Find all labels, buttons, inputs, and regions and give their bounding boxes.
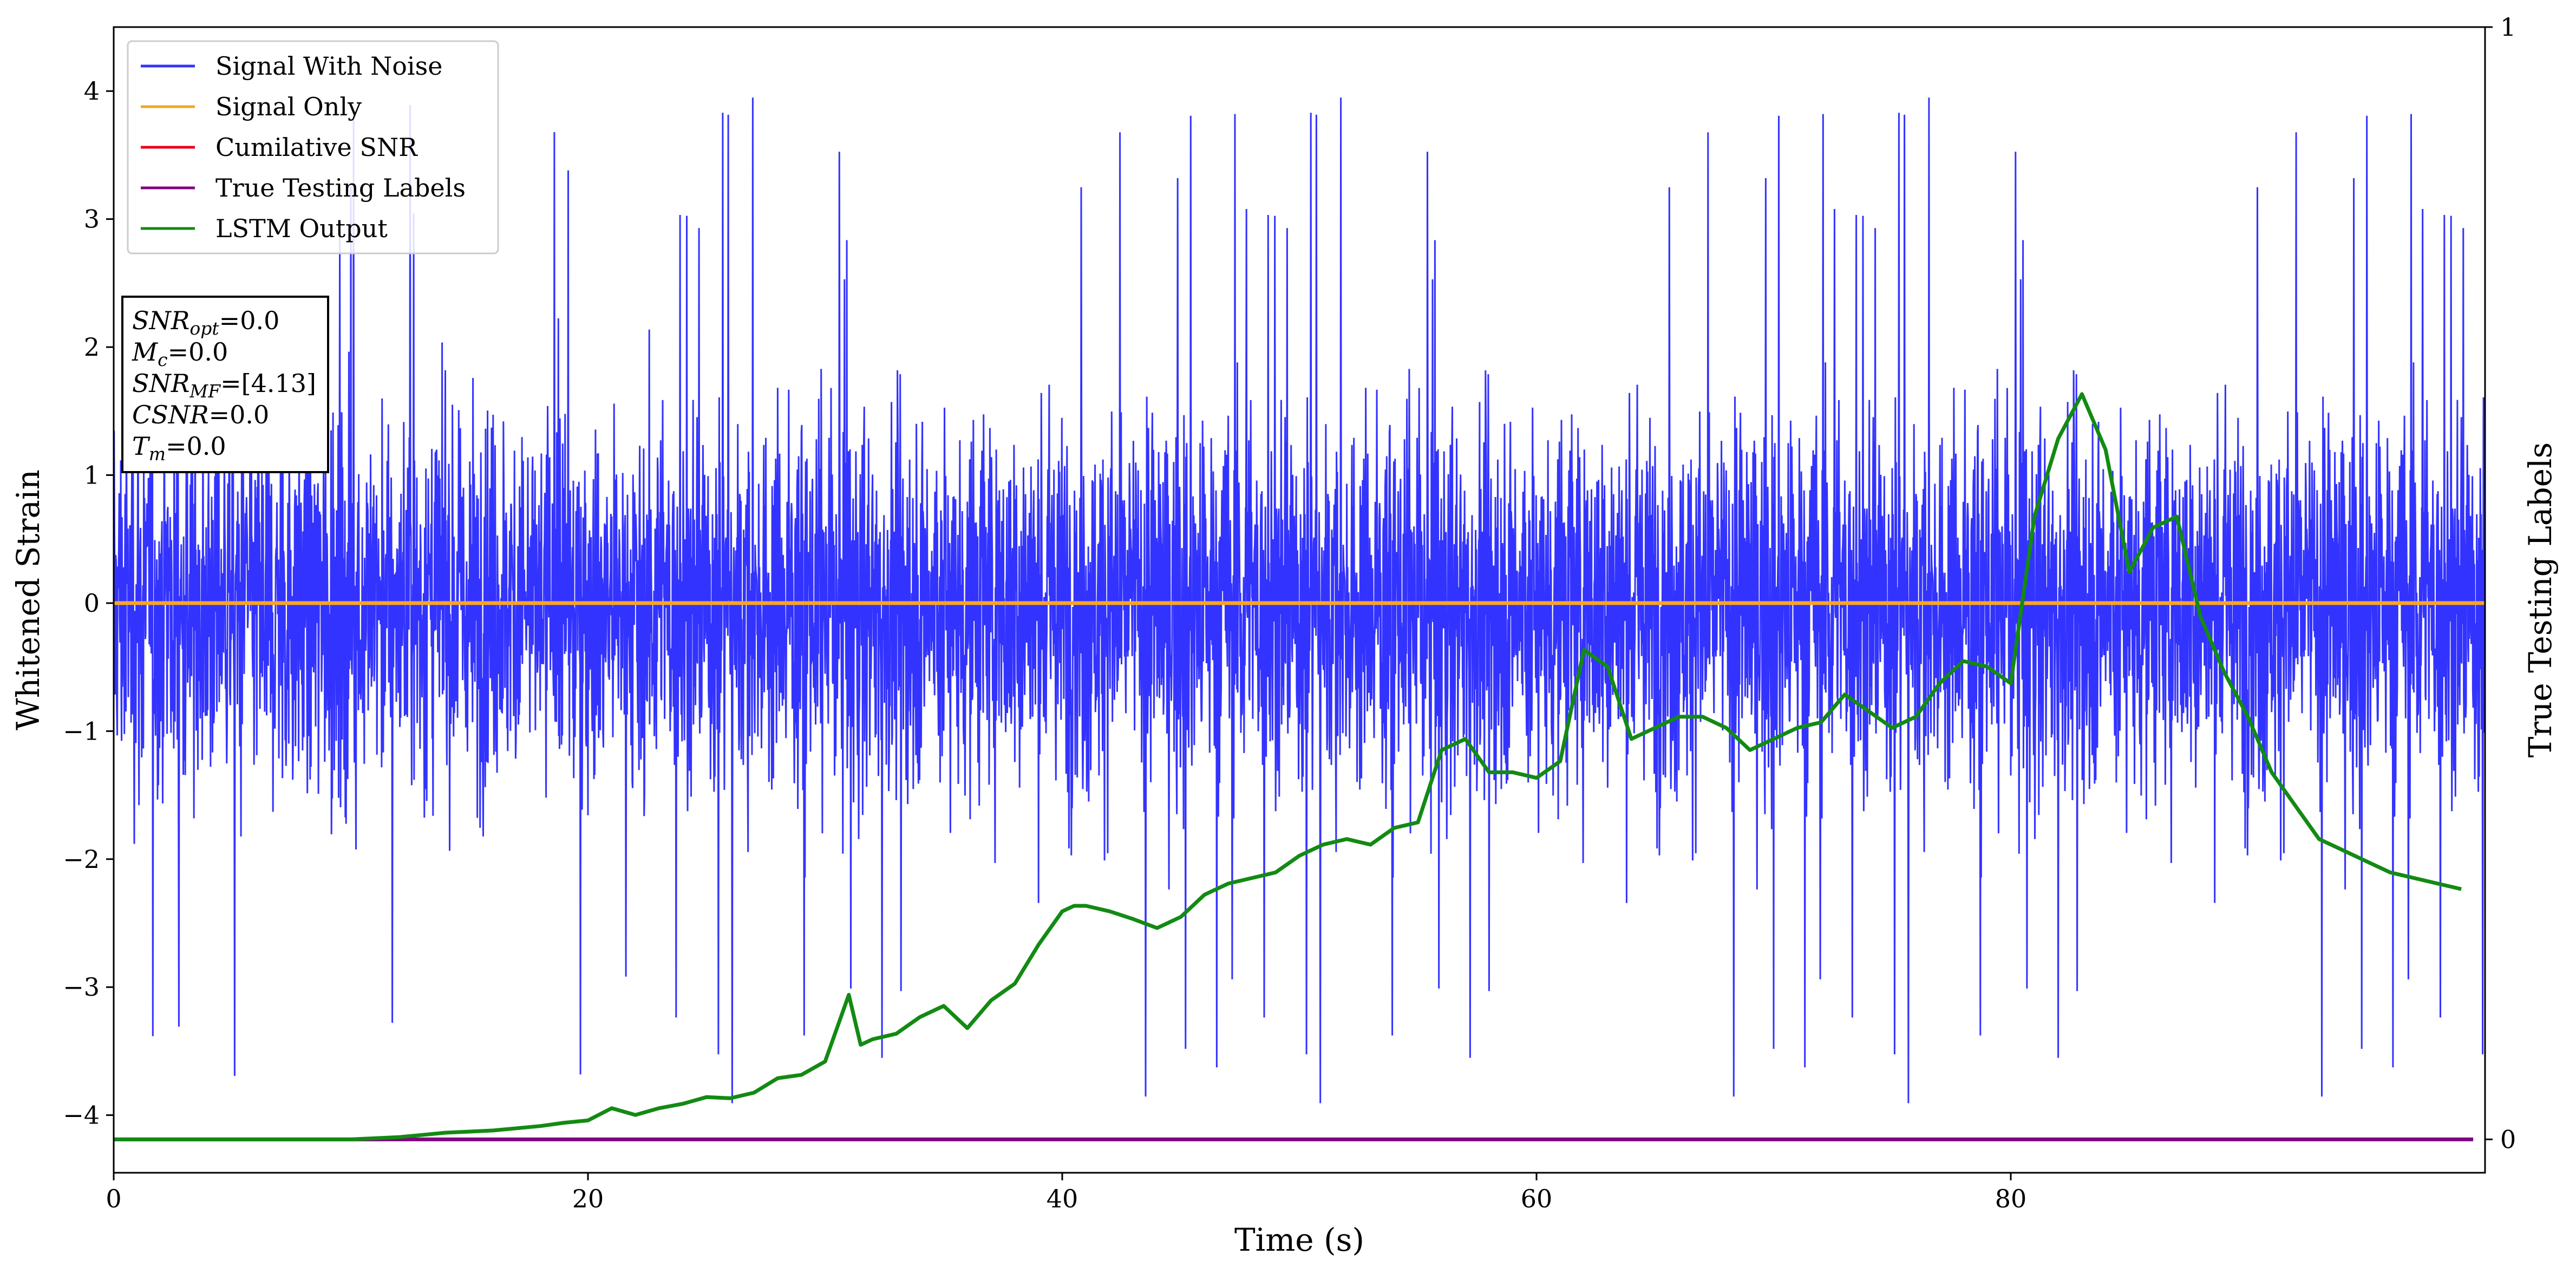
x-tick-label: 20 — [572, 1184, 604, 1213]
annotation-line: SNRopt=0.0 — [132, 306, 279, 339]
x-tick-label: 0 — [106, 1184, 121, 1213]
y2-tick-label: 1 — [2500, 12, 2516, 42]
y-axis-label: Whitened Strain — [10, 469, 47, 730]
y-tick-label: −2 — [63, 845, 100, 874]
y-tick-label: 2 — [84, 332, 100, 362]
lstm-output-line — [114, 392, 2462, 1141]
annotation-frame — [121, 296, 329, 473]
legend-label: Signal Only — [215, 92, 362, 121]
legend-label: Signal With Noise — [215, 51, 442, 81]
x-tick-label: 60 — [1521, 1184, 1553, 1213]
y-tick-label: −4 — [63, 1101, 100, 1130]
legend-label: Cumilative SNR — [215, 133, 418, 162]
legend-label: True Testing Labels — [215, 173, 466, 202]
y-tick-label: 4 — [84, 76, 100, 106]
y-tick-label: 0 — [84, 589, 100, 618]
annotation-line: Mc=0.0 — [132, 337, 228, 370]
legend-label: LSTM Output — [215, 214, 388, 243]
y2-tick-label: 0 — [2500, 1125, 2516, 1154]
annotation-line: CSNR=0.0 — [132, 400, 269, 429]
signal-with-noise-path — [114, 97, 2485, 1103]
annotation-line: Tm=0.0 — [132, 432, 226, 465]
y2-axis-label: True Testing Labels — [2522, 442, 2559, 757]
y-tick-label: 1 — [84, 460, 100, 489]
y-tick-label: 3 — [84, 205, 100, 234]
x-axis-label: Time (s) — [1234, 1221, 1364, 1258]
y-tick-label: −3 — [63, 972, 100, 1002]
y-tick-label: −1 — [63, 716, 100, 746]
plot-frame — [113, 26, 2486, 1174]
legend-frame — [127, 40, 499, 254]
annotation-line: SNRMF=[4.13] — [132, 369, 316, 402]
x-tick-label: 80 — [1995, 1184, 2027, 1213]
legend: Signal With Noise Signal Only Cumilative S… — [127, 40, 499, 254]
series-layer — [114, 392, 2485, 1141]
x-tick-label: 40 — [1047, 1184, 1078, 1213]
signal-with-noise-line — [114, 97, 2485, 1103]
